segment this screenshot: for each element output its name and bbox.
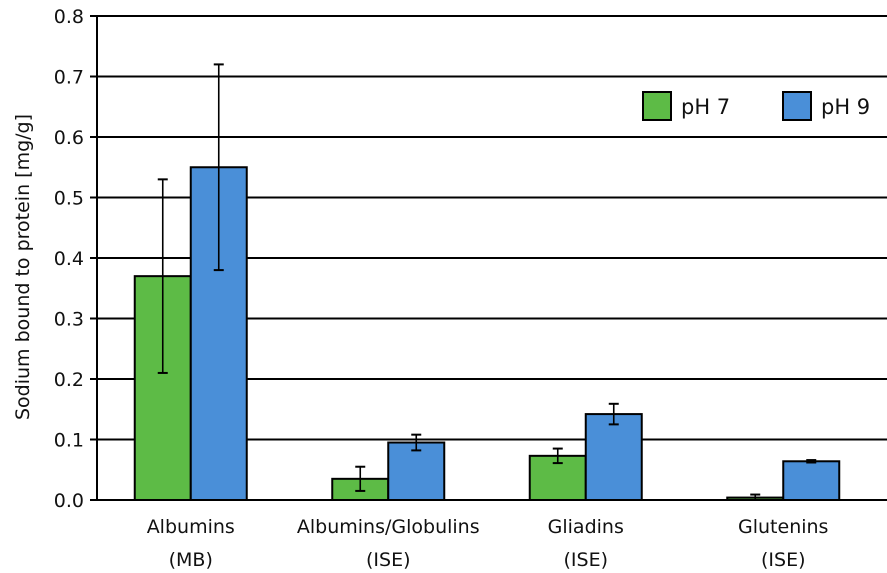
legend-swatch: [782, 91, 812, 121]
bar-ph-9: [782, 460, 841, 501]
legend: pH 7 pH 9: [642, 91, 870, 121]
y-tick-label: 0.2: [54, 369, 84, 391]
bar-ph-9: [189, 166, 248, 501]
y-axis-tick-labels: 0.0 0.1 0.2 0.3 0.4 0.5 0.6 0.7 0.8: [54, 6, 84, 512]
category-sublabel: (ISE): [761, 549, 806, 571]
y-tick-label: 0.4: [54, 248, 84, 270]
category-label: Gliadins: [548, 516, 624, 538]
category-sublabel: (MB): [169, 549, 213, 571]
error-bars: [157, 63, 817, 501]
x-axis-category-labels: Albumins (MB) Albumins/Globulins (ISE) Gliad…: [147, 516, 829, 571]
bar-ph-9: [387, 441, 446, 501]
y-tick-label: 0.0: [54, 490, 84, 512]
bars: [133, 166, 841, 502]
y-tick-label: 0.8: [54, 6, 84, 28]
legend-label: pH 9: [821, 95, 870, 119]
y-tick-label: 0.5: [54, 188, 84, 210]
legend-label: pH 7: [681, 95, 730, 119]
y-axis-label: Sodium bound to protein [mg/g]: [12, 114, 34, 420]
category-sublabel: (ISE): [564, 549, 609, 571]
y-tick-label: 0.6: [54, 127, 84, 149]
bar-ph-9: [584, 413, 643, 501]
y-tick-label: 0.1: [54, 430, 84, 452]
y-tick-label: 0.7: [54, 67, 84, 89]
category-sublabel: (ISE): [366, 549, 411, 571]
category-label: Albumins: [147, 516, 235, 538]
category-label: Glutenins: [738, 516, 828, 538]
legend-swatch: [642, 91, 672, 121]
y-tick-label: 0.3: [54, 309, 84, 331]
category-label: Albumins/Globulins: [297, 516, 480, 538]
